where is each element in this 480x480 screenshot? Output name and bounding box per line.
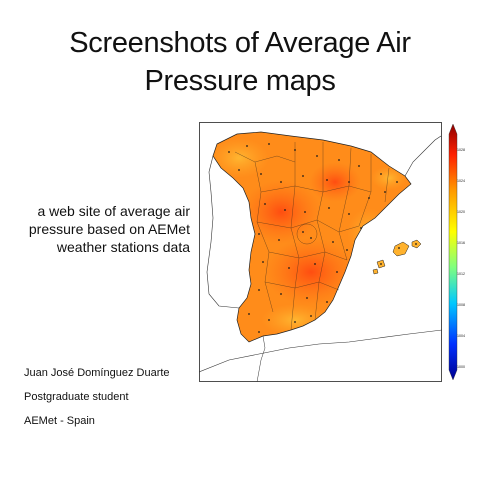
portugal-coastline	[206, 155, 240, 309]
colorbar: 1028 1024 1020 1016 1012 1008 1004 1000	[448, 124, 478, 380]
title-line-2: Pressure maps	[144, 65, 336, 97]
pressure-map-canvas	[199, 122, 442, 382]
colorbar-tick-1008: 1008	[457, 303, 465, 307]
gibraltar-coast	[256, 335, 266, 382]
author-organization: AEMet - Spain	[24, 415, 95, 427]
subtitle-line-3: weather stations data	[56, 239, 190, 255]
colorbar-tick-1020: 1020	[457, 210, 465, 214]
subtitle-line-1: a web site of average air	[37, 203, 190, 219]
province-boundaries	[234, 142, 390, 331]
colorbar-tick-1024: 1024	[457, 179, 465, 183]
france-coastline	[404, 135, 442, 177]
colorbar-tick-1012: 1012	[457, 272, 465, 276]
africa-coastline	[199, 329, 442, 373]
colorbar-tick-1000: 1000	[457, 365, 465, 369]
colorbar-scale	[448, 124, 458, 380]
author-role: Postgraduate student	[24, 391, 129, 403]
colorbar-tick-1028: 1028	[457, 148, 465, 152]
slide-title: Screenshots of Average Air Pressure maps	[40, 24, 440, 100]
balearic-islands	[372, 239, 422, 275]
colorbar-tick-1004: 1004	[457, 334, 465, 338]
author-name: Juan José Domínguez Duarte	[24, 367, 170, 379]
weather-stations	[228, 143, 417, 333]
subtitle-line-2: pressure based on AEMet	[28, 221, 190, 237]
slide-subtitle: a web site of average air pressure based…	[14, 202, 190, 256]
colorbar-tick-1016: 1016	[457, 241, 465, 245]
pressure-map	[199, 122, 442, 382]
title-line-1: Screenshots of Average Air	[69, 27, 411, 59]
